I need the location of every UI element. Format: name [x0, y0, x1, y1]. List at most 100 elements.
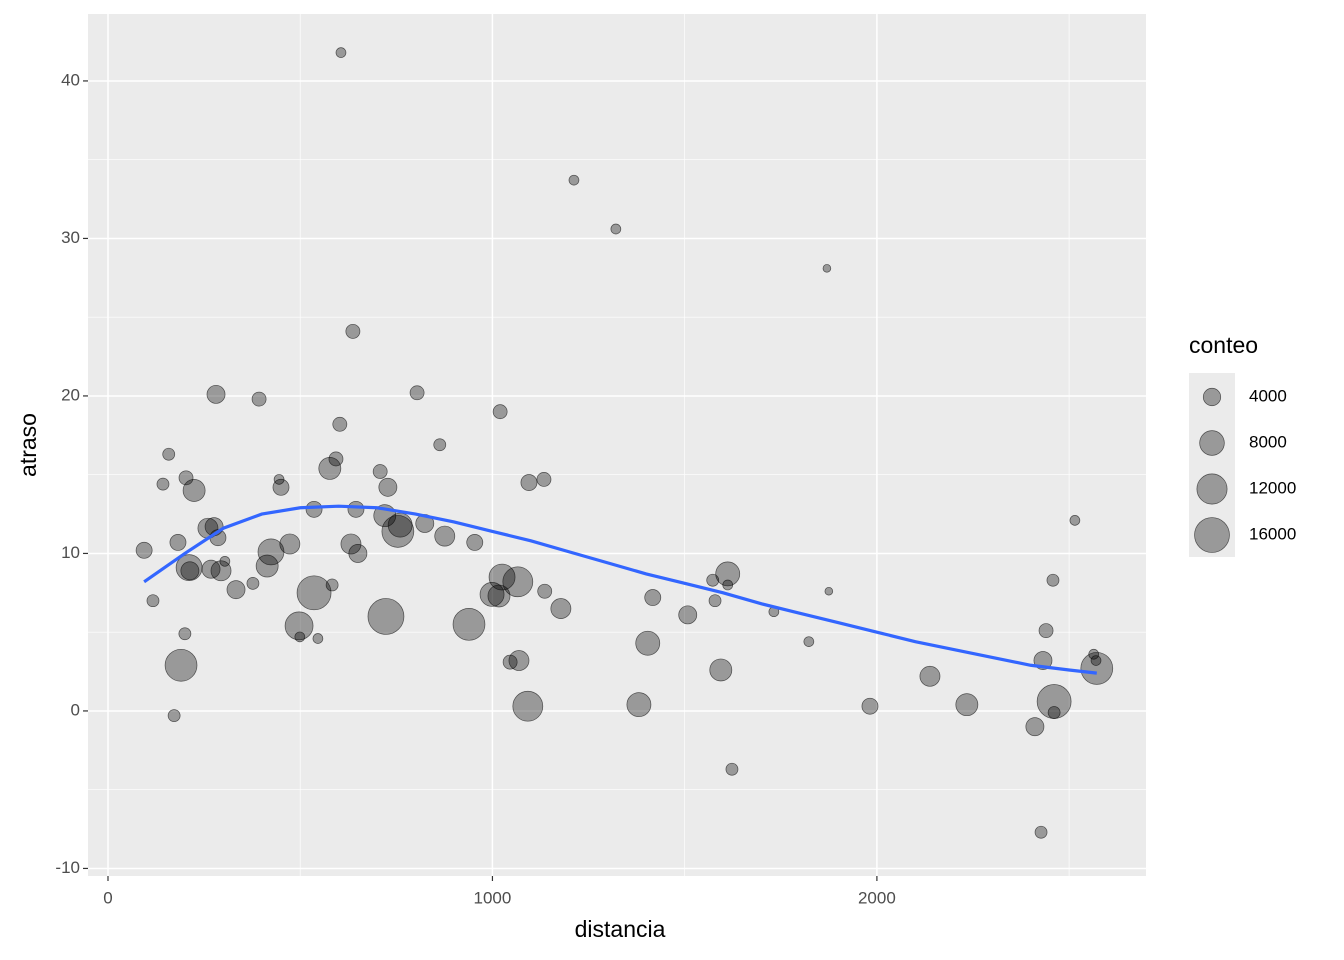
point: [1038, 623, 1054, 639]
point: [156, 477, 170, 491]
point: [487, 584, 511, 608]
point: [479, 582, 505, 607]
point: [332, 416, 348, 432]
x-tick-label: 2000: [858, 888, 896, 907]
point: [296, 575, 332, 611]
point: [715, 561, 741, 587]
point: [635, 630, 661, 656]
point: [466, 534, 484, 551]
point: [182, 479, 206, 502]
point: [272, 478, 290, 496]
x-axis-title: distancia: [575, 916, 666, 942]
point: [861, 697, 879, 715]
point: [178, 470, 194, 486]
point: [164, 648, 198, 682]
point: [279, 533, 301, 555]
legend-label: 12000: [1249, 478, 1296, 497]
point: [312, 633, 324, 644]
point: [335, 47, 347, 58]
point: [246, 576, 260, 590]
legend-key: [1196, 473, 1228, 505]
point: [347, 500, 365, 518]
point: [318, 456, 342, 480]
point: [210, 560, 232, 582]
y-tick-label: 0: [71, 700, 80, 719]
point: [378, 477, 398, 497]
point: [1034, 825, 1048, 839]
panel-background: [88, 14, 1146, 876]
point: [725, 762, 739, 776]
point: [708, 594, 722, 608]
point: [508, 650, 530, 671]
point: [803, 636, 815, 647]
point: [536, 472, 552, 487]
point: [822, 264, 832, 273]
point: [706, 573, 720, 587]
point: [644, 589, 662, 606]
point: [409, 385, 425, 401]
point: [294, 631, 306, 643]
point: [167, 709, 181, 723]
point: [550, 598, 572, 619]
grid: [88, 14, 1146, 876]
point: [1025, 717, 1045, 737]
point: [610, 223, 622, 235]
point: [502, 566, 534, 598]
point: [169, 534, 187, 551]
point: [284, 611, 314, 641]
y-tick-label: 20: [61, 385, 80, 404]
x-tick-label: 0: [103, 888, 112, 907]
legend-title: conteo: [1189, 332, 1258, 358]
point: [1046, 573, 1060, 587]
legend-key: [1194, 517, 1230, 553]
legend-label: 8000: [1249, 432, 1287, 451]
legend-key: [1202, 387, 1222, 407]
point: [919, 665, 941, 687]
point: [206, 384, 226, 404]
smooth-line: [143, 504, 1097, 675]
point: [512, 690, 544, 722]
foreground: [143, 504, 1097, 675]
point: [372, 464, 388, 479]
point: [180, 561, 200, 581]
y-axis-title: atraso: [15, 413, 41, 477]
point: [824, 586, 834, 596]
point: [340, 533, 362, 555]
point: [348, 544, 368, 563]
point: [492, 404, 508, 420]
point: [387, 512, 413, 538]
point: [219, 555, 231, 567]
point: [305, 500, 323, 518]
point: [1036, 684, 1072, 719]
point: [678, 605, 698, 625]
point: [146, 594, 160, 608]
point: [452, 607, 486, 641]
point: [226, 580, 246, 600]
points: [135, 47, 1114, 839]
y-tick-label: 30: [61, 228, 80, 247]
point: [626, 692, 652, 718]
y-tick-label: 10: [61, 543, 80, 562]
point: [709, 658, 733, 682]
y-tick-label: 40: [61, 70, 80, 89]
point: [367, 598, 405, 635]
point: [178, 627, 192, 641]
point: [520, 474, 538, 491]
point: [722, 579, 734, 591]
point: [251, 391, 267, 407]
point: [345, 323, 361, 339]
point: [955, 693, 979, 717]
point: [325, 578, 339, 592]
point: [488, 563, 516, 591]
point: [433, 438, 447, 452]
point: [381, 515, 415, 548]
point: [135, 541, 153, 559]
point: [537, 583, 553, 599]
point: [1090, 655, 1102, 666]
legend-key: [1199, 430, 1225, 456]
legend-label: 4000: [1249, 386, 1287, 405]
legend-label: 16000: [1249, 524, 1296, 543]
point: [1080, 652, 1114, 685]
point: [568, 174, 580, 186]
